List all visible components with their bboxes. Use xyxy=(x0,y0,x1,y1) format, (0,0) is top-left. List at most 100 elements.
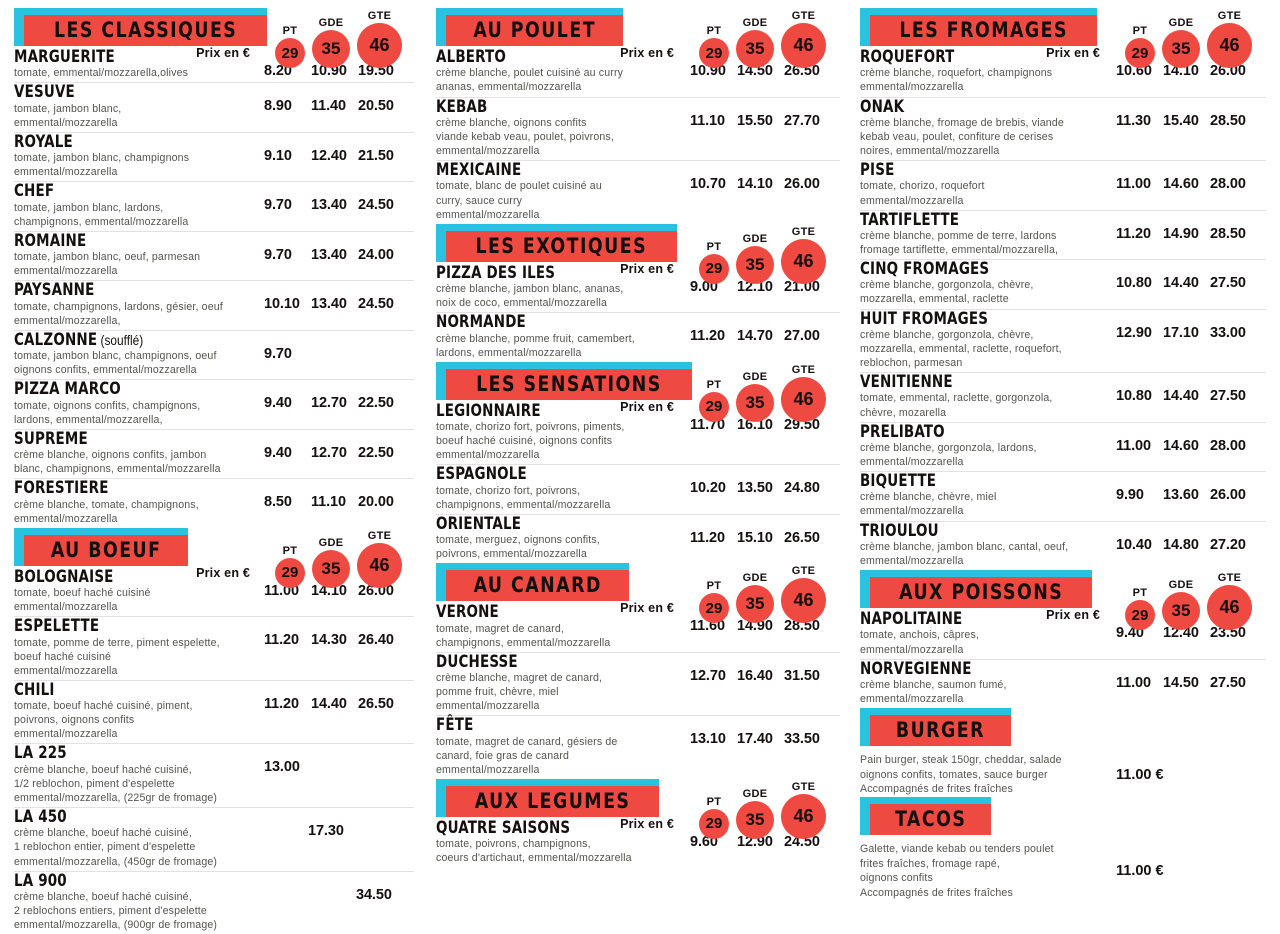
size-label-gte: GTE xyxy=(367,529,392,542)
table-row: QUATRE SAISONS tomate, poivrons, champign… xyxy=(436,819,840,867)
item-info: TARTIFLETTE crème blanche, pomme de terre… xyxy=(860,211,1116,257)
table-row: ALBERTO crème blanche, poulet cuisiné au … xyxy=(436,48,840,96)
prix-en-euro-label: Prix en € xyxy=(1046,608,1100,623)
size-circle-pt: 29 xyxy=(275,557,305,588)
size-cell-pt: PT 29 xyxy=(699,796,729,839)
item-price: 28.50 xyxy=(1210,112,1246,129)
section-banner: AUX LEGUMES xyxy=(436,778,660,817)
item-description: crème blanche, oignons confits, jambon bl… xyxy=(14,449,221,476)
section-title: AUX LEGUMES xyxy=(474,788,631,813)
item-price: 27.70 xyxy=(784,112,820,129)
item-price: 14.70 xyxy=(737,328,773,345)
section-title: AU POULET xyxy=(473,18,597,42)
size-label-gte: GTE xyxy=(791,363,816,376)
size-circle-gte: 46 xyxy=(781,23,826,68)
item-info: FORESTIERE crème blanche, tomate, champig… xyxy=(14,479,264,525)
item-price: 14.40 xyxy=(311,695,347,712)
item-price: 12.90 xyxy=(1116,324,1152,341)
table-row: BIQUETTE crème blanche, chèvre, miel emmen… xyxy=(860,471,1266,520)
size-cell-gde: GDE 35 xyxy=(1162,17,1200,68)
item-info: VENITIENNE tomate, emmental, raclette, go… xyxy=(860,372,1116,419)
size-price-header: PT 29 GDE 35 GTE 46 xyxy=(1125,10,1252,68)
section-title: LES EXOTIQUES xyxy=(475,233,648,258)
size-circle-gde: 35 xyxy=(736,245,774,284)
item-price: 27.50 xyxy=(1210,275,1246,292)
item-price: 10.10 xyxy=(264,296,300,313)
item-price: 10.80 xyxy=(1116,275,1152,292)
item-description: tomate, anchois, câpres, emmental/mozzare… xyxy=(860,629,980,656)
item-info: DUCHESSE crème blanche, magret de canard,… xyxy=(436,653,690,714)
item-prices: 13.00 xyxy=(264,745,414,775)
item-price: 11.20 xyxy=(690,328,725,345)
size-label-gte: GTE xyxy=(1217,10,1242,22)
item-price: 11.00 xyxy=(1116,674,1151,691)
table-row: LA 900 crème blanche, boeuf haché cuisiné… xyxy=(14,870,414,934)
item-description: tomate, chorizo fort, poivrons, champigno… xyxy=(436,484,611,511)
item-price: 14.90 xyxy=(1163,225,1199,242)
item-info: KEBAB crème blanche, oignons confits viand… xyxy=(436,98,690,159)
section-header: AU POULET PT 29 GDE 35 GTE 46 Prix en € xyxy=(436,8,840,68)
size-cell-gte: GTE 46 xyxy=(781,10,826,68)
item-prices: 13.10 17.40 33.50 xyxy=(690,717,840,747)
item-name: PAYSANNE xyxy=(14,280,95,301)
table-row: NORMANDE crème blanche, pomme fruit, came… xyxy=(436,312,840,361)
item-description: crème blanche, gorgonzola, chèvre, mozzar… xyxy=(860,328,1062,370)
size-cell-gde: GDE 35 xyxy=(312,537,350,588)
banner-red-block: AU BOEUF xyxy=(24,534,189,566)
item-info: MARGUERITE tomate, emmental/mozzarella,ol… xyxy=(14,48,264,80)
item-price: 24.50 xyxy=(784,833,820,850)
item-info: VERONE tomate, magret de canard, champigno… xyxy=(436,603,690,649)
size-circle-gte: 46 xyxy=(1207,23,1252,68)
item-name: NAPOLITAINE xyxy=(860,609,963,630)
item-description: crème blanche, magret de canard, pomme fr… xyxy=(436,672,603,713)
item-name: VENITIENNE xyxy=(860,372,953,393)
menu-rows: QUATRE SAISONS tomate, poivrons, champign… xyxy=(436,819,840,867)
item-info: PIZZA DES ILES crème blanche, jambon blan… xyxy=(436,264,690,310)
item-name: BOLOGNAISE xyxy=(14,566,114,587)
section-banner: AUX POISSONS xyxy=(860,570,1093,609)
item-price: 12.40 xyxy=(311,147,347,164)
item-price: 11.20 xyxy=(264,632,299,649)
item-info: NORMANDE crème blanche, pomme fruit, came… xyxy=(436,313,690,359)
item-price: 17.40 xyxy=(737,731,773,748)
size-cell-pt: PT 29 xyxy=(1125,587,1155,631)
size-price-header: PT 29 GDE 35 GTE 46 xyxy=(275,530,402,588)
item-prices: 10.80 14.40 27.50 xyxy=(1116,374,1266,404)
item-price: 33.50 xyxy=(784,731,820,748)
size-label-gte: GTE xyxy=(791,780,816,793)
item-description: tomate, emmental, raclette, gorgonzola, c… xyxy=(860,392,1053,419)
item-description: tomate, emmental/mozzarella,olives xyxy=(14,67,189,80)
item-price: 14.10 xyxy=(311,582,347,599)
banner-red-block: LES EXOTIQUES xyxy=(446,230,677,262)
section-title: LES SENSATIONS xyxy=(476,371,662,396)
size-circle-gde: 35 xyxy=(736,585,774,624)
banner-red-block: LES FROMAGES xyxy=(870,15,1098,47)
item-description: tomate, jambon blanc, emmental/mozzarella xyxy=(14,102,122,129)
table-row: PIZZA MARCO tomate, oignons confits, cham… xyxy=(14,379,414,428)
item-prices: 10.80 14.40 27.50 xyxy=(1116,261,1266,291)
size-price-header: PT 29 GDE 35 GTE 46 xyxy=(699,10,826,68)
table-row: PISE tomate, chorizo, roquefort emmental/m… xyxy=(860,160,1266,209)
item-price: 9.40 xyxy=(264,395,292,412)
item-name: LA 900 xyxy=(14,870,67,891)
item-price: 17.30 xyxy=(308,823,344,840)
item-name: CALZONNE (soufflé) xyxy=(14,329,144,350)
menu-rows: ALBERTO crème blanche, poulet cuisiné au … xyxy=(436,48,840,224)
item-info: CINQ FROMAGES crème blanche, gorgonzola, … xyxy=(860,260,1116,306)
item-prices: 11.00 14.50 27.50 xyxy=(1116,661,1266,691)
item-price: 14.60 xyxy=(1163,176,1199,193)
banner-red-block: AUX POISSONS xyxy=(870,577,1093,609)
item-prices: 10.10 13.40 24.50 xyxy=(264,282,414,312)
table-row: LEGIONNAIRE tomate, chorizo fort, poivron… xyxy=(436,402,840,465)
size-circle-gte: 46 xyxy=(781,238,826,284)
size-label-gde: GDE xyxy=(742,572,768,585)
size-cell-gte: GTE 46 xyxy=(1207,10,1252,68)
item-info: FÊTE tomate, magret de canard, gésiers de… xyxy=(436,717,690,777)
table-row: PRELIBATO crème blanche, gorgonzola, lard… xyxy=(860,421,1266,471)
item-prices: 8.90 11.40 20.50 xyxy=(264,84,414,114)
item-description: crème blanche, boeuf haché cuisiné, 1 reb… xyxy=(14,827,218,868)
item-description: tomate, poivrons, champignons, coeurs d'a… xyxy=(436,838,632,865)
table-row: FÊTE tomate, magret de canard, gésiers de… xyxy=(436,715,840,779)
item-price: 9.70 xyxy=(264,197,292,214)
item-description: tomate, boeuf haché cuisiné emmental/mozz… xyxy=(14,587,151,614)
